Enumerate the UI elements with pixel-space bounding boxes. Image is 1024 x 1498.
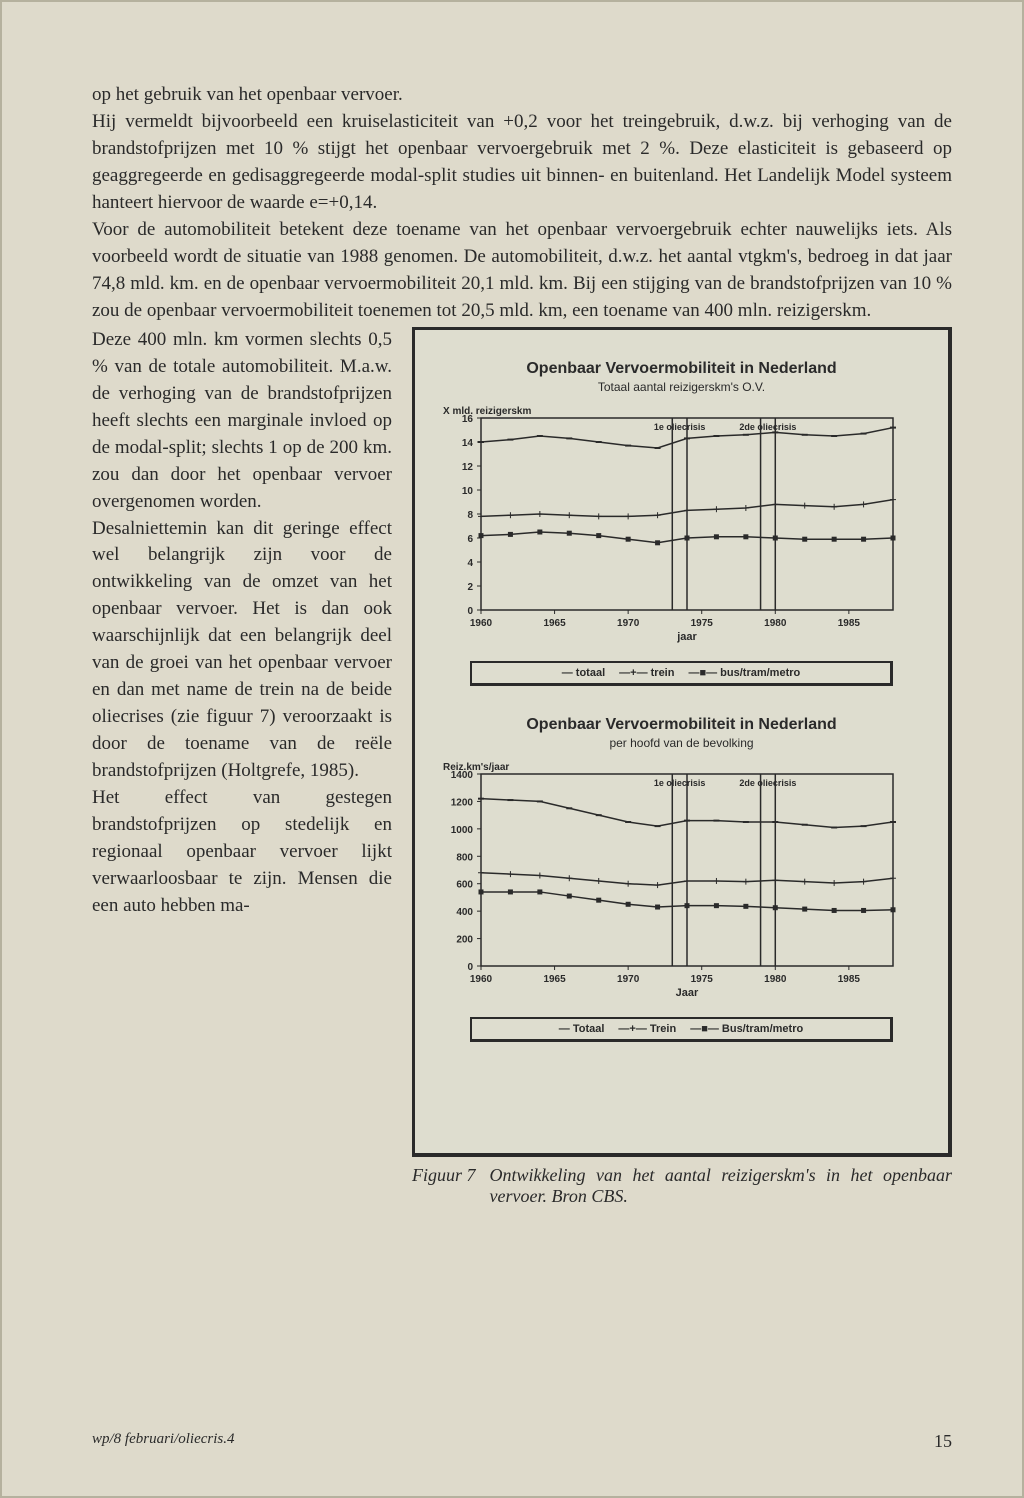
svg-text:600: 600: [456, 879, 473, 890]
body-text: op het gebruik van het openbaar vervoer.…: [92, 82, 952, 325]
svg-text:4: 4: [467, 558, 473, 569]
svg-text:1965: 1965: [543, 618, 566, 629]
legend2-trein: —+— Trein: [618, 1023, 676, 1035]
two-column-region: Deze 400 mln. km vormen slechts 0,5 % va…: [92, 327, 952, 1207]
svg-text:1200: 1200: [451, 797, 474, 808]
left-column-text: Deze 400 mln. km vormen slechts 0,5 % va…: [92, 327, 392, 1207]
legend-bus: —■— bus/tram/metro: [688, 667, 800, 679]
chart-1-block: Openbaar Vervoermobiliteit in Nederland …: [433, 360, 930, 686]
svg-text:Jaar: Jaar: [676, 987, 699, 999]
svg-text:1e oliecrisis: 1e oliecrisis: [654, 778, 706, 788]
svg-text:jaar: jaar: [676, 631, 697, 643]
page: op het gebruik van het openbaar vervoer.…: [0, 0, 1024, 1498]
legend2-totaal: — Totaal: [559, 1023, 605, 1035]
svg-text:8: 8: [467, 510, 473, 521]
chart-2-title: Openbaar Vervoermobiliteit in Nederland: [433, 716, 930, 734]
chart-1-subtitle: Totaal aantal reizigerskm's O.V.: [433, 380, 930, 394]
svg-text:400: 400: [456, 907, 473, 918]
svg-text:1985: 1985: [838, 974, 861, 985]
svg-text:2de oliecrisis: 2de oliecrisis: [739, 422, 796, 432]
svg-text:6: 6: [467, 534, 473, 545]
svg-text:200: 200: [456, 934, 473, 945]
svg-text:1e oliecrisis: 1e oliecrisis: [654, 422, 706, 432]
svg-text:1980: 1980: [764, 974, 787, 985]
svg-text:1960: 1960: [470, 974, 493, 985]
chart-1-svg: X mld. reizigerskm 0 2 4 6 8 10 12 14 16 1960 1965 1…: [433, 400, 903, 650]
chart-2-block: Openbaar Vervoermobiliteit in Nederland …: [433, 716, 930, 1042]
legend-totaal: — totaal: [562, 667, 605, 679]
svg-text:1965: 1965: [543, 974, 566, 985]
svg-text:1970: 1970: [617, 618, 640, 629]
svg-text:10: 10: [462, 486, 474, 497]
figure-caption-text: Ontwikkeling van het aantal reizigerskm'…: [490, 1165, 952, 1207]
chart-1-title: Openbaar Vervoermobiliteit in Nederland: [433, 360, 930, 378]
legend2-bus: —■— Bus/tram/metro: [690, 1023, 803, 1035]
svg-text:X mld. reizigerskm: X mld. reizigerskm: [443, 406, 531, 417]
svg-text:1975: 1975: [691, 618, 714, 629]
chart-2-svg: Reiz.km's/jaar02004006008001000120014001…: [433, 756, 903, 1006]
chart-1-legend: — totaal —+— trein —■— bus/tram/metro: [470, 661, 893, 686]
para-1: op het gebruik van het openbaar vervoer.: [92, 82, 952, 109]
legend-trein: —+— trein: [619, 667, 674, 679]
svg-text:0: 0: [467, 962, 473, 973]
chart-2-legend: — Totaal —+— Trein —■— Bus/tram/metro: [470, 1017, 893, 1042]
svg-text:1960: 1960: [470, 618, 493, 629]
figure-caption-label: Figuur 7: [412, 1165, 476, 1207]
page-footer: wp/8 februari/oliecris.4 15: [92, 1431, 952, 1452]
svg-text:1000: 1000: [451, 825, 474, 836]
svg-text:1980: 1980: [764, 618, 787, 629]
svg-text:16: 16: [462, 414, 474, 425]
footer-ref: wp/8 februari/oliecris.4: [92, 1431, 235, 1452]
svg-text:1985: 1985: [838, 618, 861, 629]
para-2: Hij vermeldt bijvoorbeeld een kruiselast…: [92, 109, 952, 217]
figure-box: Openbaar Vervoermobiliteit in Nederland …: [412, 327, 952, 1157]
svg-text:1975: 1975: [691, 974, 714, 985]
svg-text:1970: 1970: [617, 974, 640, 985]
svg-text:12: 12: [462, 462, 474, 473]
figure-caption: Figuur 7 Ontwikkeling van het aantal rei…: [412, 1165, 952, 1207]
svg-text:2: 2: [467, 582, 473, 593]
figure-column: Openbaar Vervoermobiliteit in Nederland …: [412, 327, 952, 1207]
svg-text:1400: 1400: [451, 770, 474, 781]
svg-text:2de oliecrisis: 2de oliecrisis: [739, 778, 796, 788]
chart-2-subtitle: per hoofd van de bevolking: [433, 736, 930, 750]
svg-text:14: 14: [462, 438, 474, 449]
para-3: Voor de automobiliteit betekent deze toe…: [92, 217, 952, 325]
svg-text:800: 800: [456, 852, 473, 863]
page-number: 15: [934, 1431, 952, 1452]
svg-text:0: 0: [467, 606, 473, 617]
